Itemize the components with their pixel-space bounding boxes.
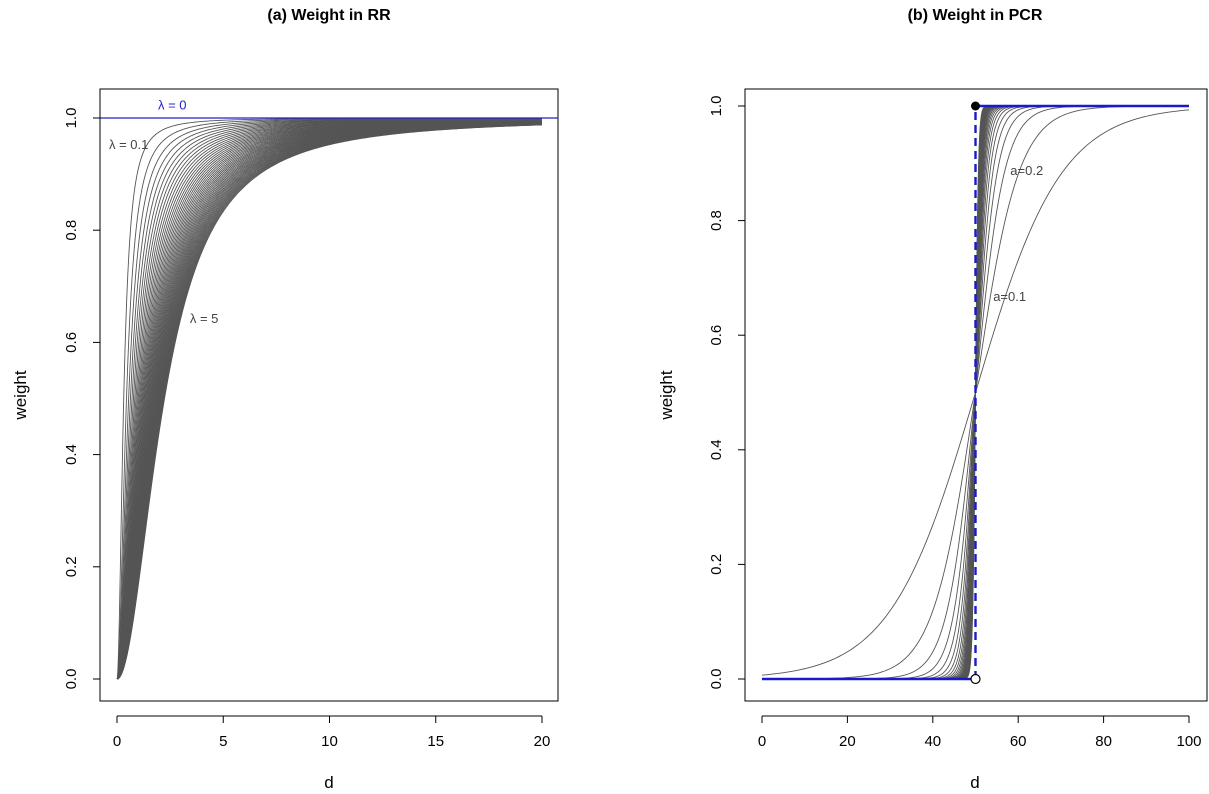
x-tick-label-pcr: 100 [1176, 733, 1201, 750]
y-tick-label-rr: 0.6 [63, 332, 80, 353]
x-axis-label-pcr: d [970, 773, 979, 792]
y-axis-label-rr: weight [11, 370, 30, 420]
curve-family-rr [116, 117, 543, 680]
y-tick-label-pcr: 0.4 [708, 439, 725, 460]
rr-annotation-label: λ = 0 [158, 98, 187, 113]
pcr-annotation-label: a=0.1 [993, 289, 1026, 304]
y-tick-label-pcr: 0.0 [708, 669, 725, 690]
x-tick-label-rr: 0 [113, 733, 121, 750]
rr-curve-lambda-5 [117, 124, 543, 680]
step-open-point [970, 673, 981, 685]
rr-curve-lambda-3 [117, 121, 543, 680]
x-tick-label-pcr: 0 [758, 733, 766, 750]
y-axis-pcr: 0.0 0.2 0.4 0.6 0.8 1.0 [708, 96, 746, 690]
annotations-pcr: a=0.2 a=0.1 [993, 163, 1043, 304]
step-closed-point [971, 101, 980, 111]
x-tick-label-pcr: 80 [1095, 733, 1112, 750]
rr-curve-lambda-2 [116, 120, 543, 680]
chart-title-rr: (a) Weight in RR [267, 7, 391, 24]
rr-curve-lambda-1.6 [116, 119, 543, 680]
panel-rr: (a) Weight in RR 0 5 10 15 20 0.00.20.40.60.… [11, 7, 559, 792]
y-tick-label-rr: 0.2 [63, 556, 80, 577]
y-tick-label-pcr: 0.2 [708, 554, 725, 575]
rr-curve-lambda-2.9 [116, 121, 543, 680]
y-tick-label-pcr: 1.0 [708, 96, 725, 117]
x-axis-rr: 0 5 10 15 20 [113, 715, 551, 750]
rr-annotation-label: λ = 5 [190, 311, 219, 326]
x-tick-label-rr: 5 [219, 733, 227, 750]
rr-curve-lambda-2.5 [116, 121, 543, 680]
panel-pcr: (b) Weight in PCR 0 20 40 60 80 100 0.0 0.2 0.4… [657, 7, 1208, 792]
x-axis-label-rr: d [324, 773, 333, 792]
rr-curve-lambda-2.2 [116, 120, 543, 680]
rr-curve-lambda-2.1 [116, 120, 543, 680]
rr-annotation-label: λ = 0.1 [109, 137, 148, 152]
x-tick-label-pcr: 20 [839, 733, 856, 750]
rr-curve-lambda-2.6 [116, 121, 543, 680]
rr-curve-lambda-2.3 [116, 120, 543, 680]
rr-curve-lambda-3.2 [117, 122, 543, 680]
y-tick-label-pcr: 0.8 [708, 210, 725, 231]
step-function-pcr [762, 101, 1189, 685]
y-tick-label-rr: 0.0 [63, 669, 80, 690]
y-axis-label-pcr: weight [657, 370, 676, 420]
x-tick-label-rr: 15 [427, 733, 444, 750]
rr-curve-lambda-1.9 [116, 120, 543, 680]
rr-curve-lambda-1.7 [116, 119, 543, 680]
rr-curve-lambda-2.8 [116, 121, 543, 680]
x-tick-label-rr: 20 [534, 733, 551, 750]
x-tick-label-pcr: 60 [1010, 733, 1027, 750]
rr-curve-lambda-2.7 [116, 121, 543, 680]
x-tick-label-pcr: 40 [924, 733, 941, 750]
x-tick-label-rr: 10 [321, 733, 338, 750]
chart-title-pcr: (b) Weight in PCR [908, 7, 1043, 24]
plot-frame-rr [99, 88, 559, 702]
y-tick-label-rr: 0.4 [63, 444, 80, 465]
y-axis-rr: 0.0 0.2 0.4 0.6 0.8 1.0 [63, 108, 101, 690]
annotations-rr: λ = 0 λ = 0.1 λ = 5 [109, 98, 218, 326]
x-axis-pcr: 0 20 40 60 80 100 [758, 715, 1202, 750]
rr-curve-lambda-3.1 [117, 121, 543, 680]
pcr-annotation-label: a=0.2 [1010, 163, 1043, 178]
y-tick-label-pcr: 0.6 [708, 325, 725, 346]
rr-curve-lambda-1.5 [116, 119, 543, 680]
y-tick-label-rr: 0.8 [63, 220, 80, 241]
y-tick-label-rr: 1.0 [63, 108, 80, 129]
rr-curve-lambda-2.4 [116, 120, 543, 680]
rr-curve-lambda-1.8 [116, 120, 543, 680]
